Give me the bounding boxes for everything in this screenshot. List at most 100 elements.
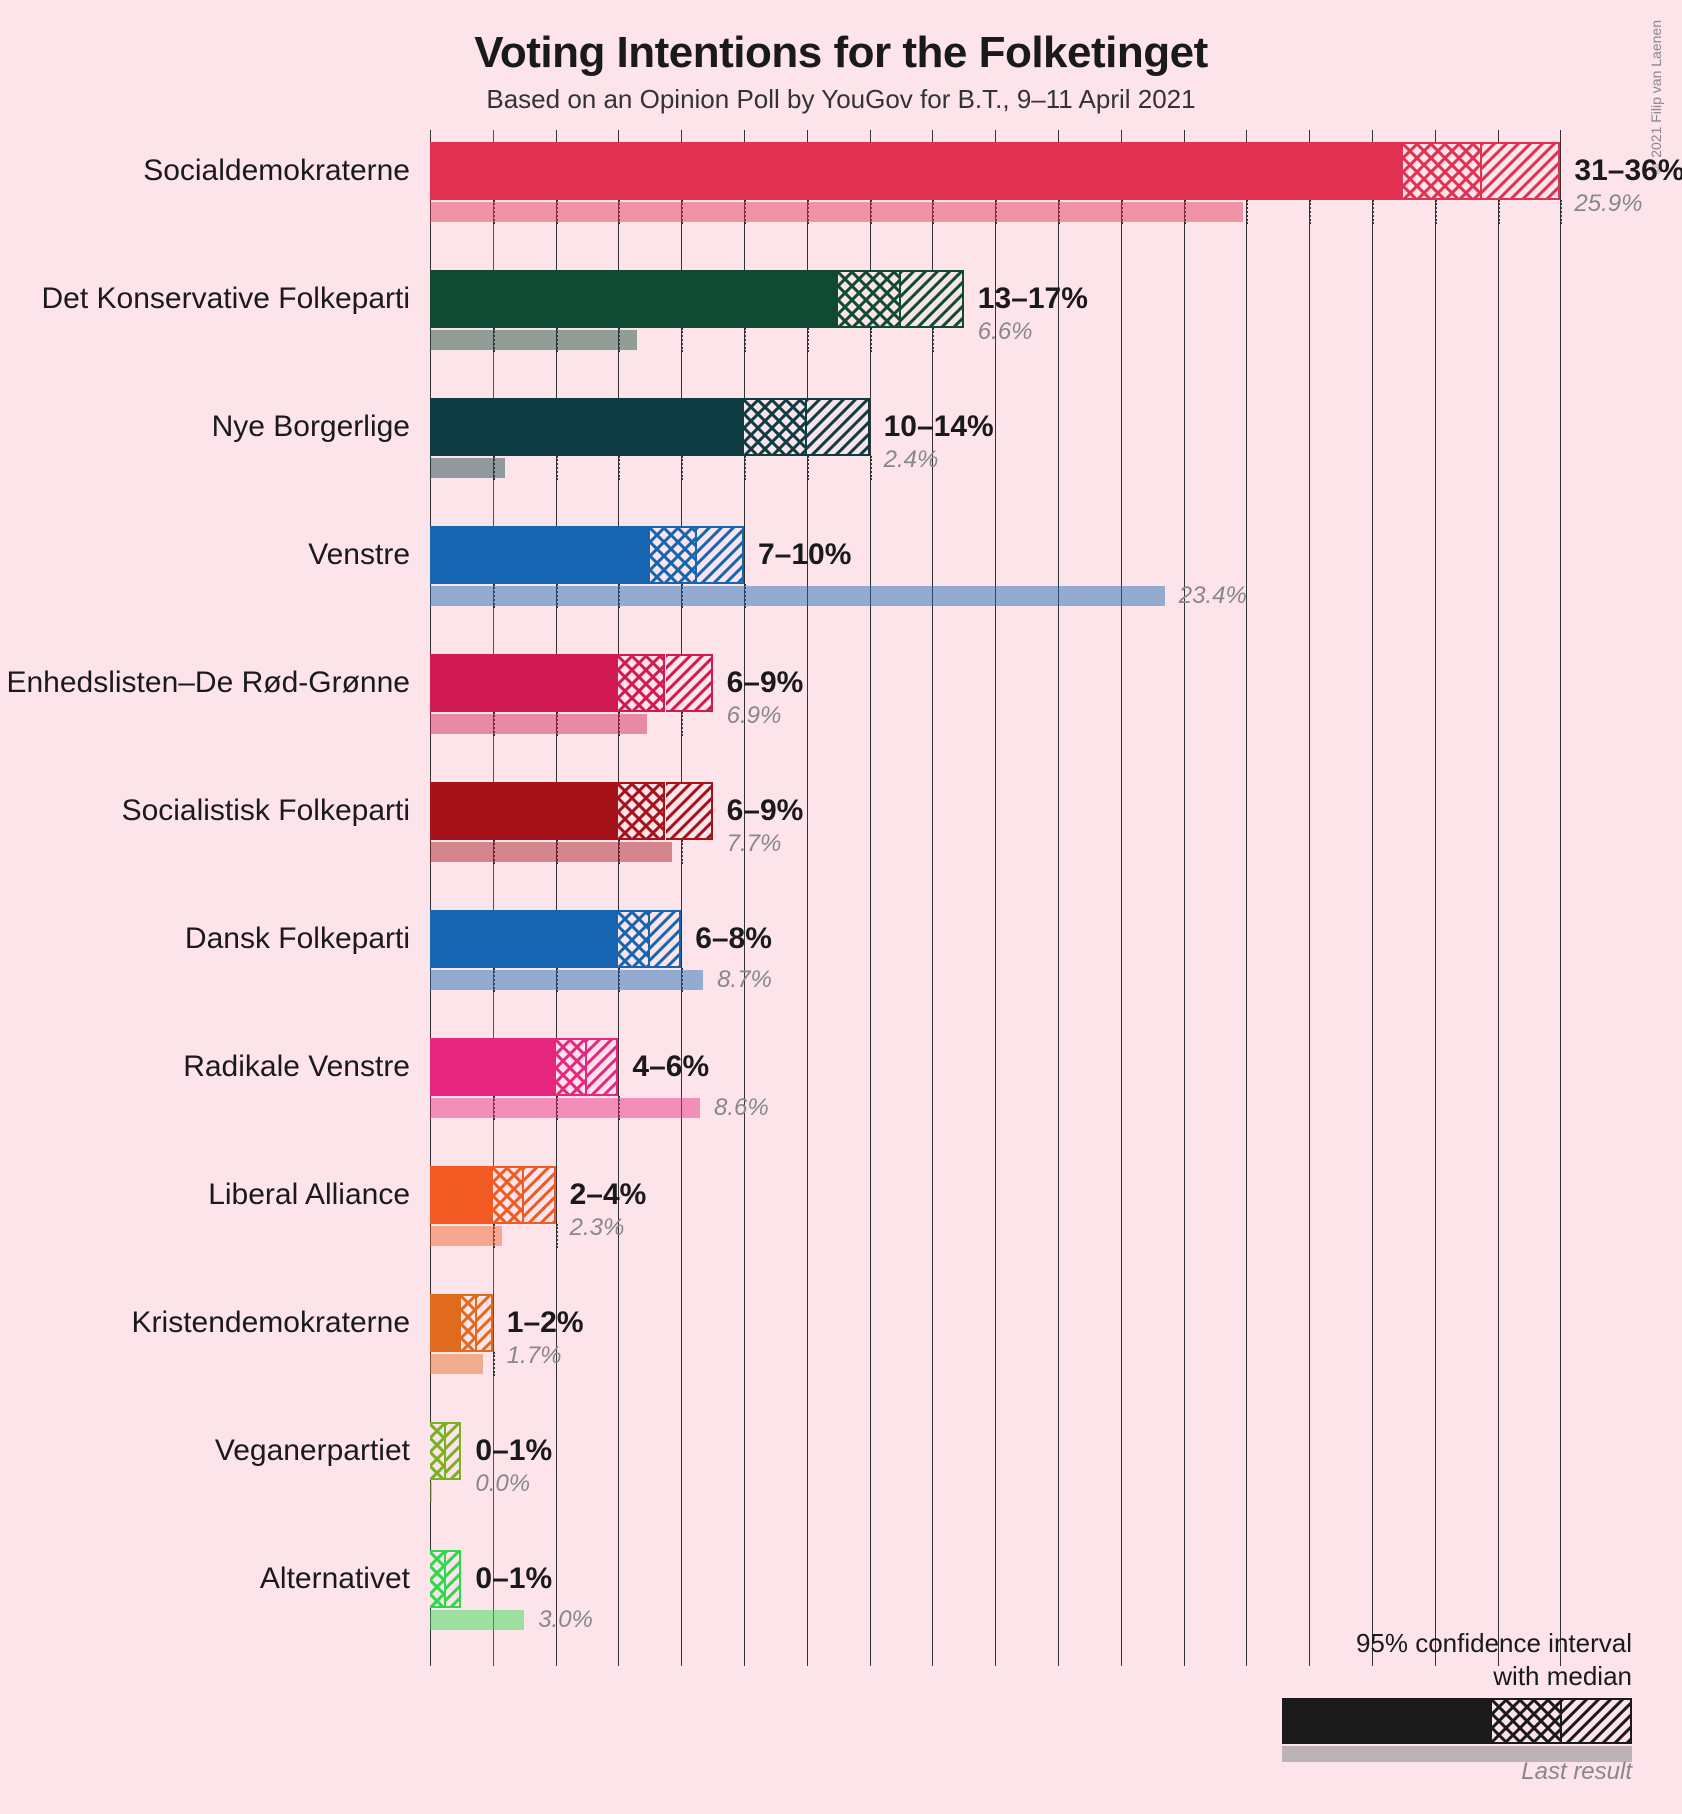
last-result-label: 2.4% [884, 446, 939, 474]
party-row: Det Konservative Folkeparti 13–17%6.6% [0, 258, 1682, 386]
last-result-bar [430, 1610, 524, 1630]
ci-bar-solid [430, 654, 618, 712]
range-label: 10–14% [884, 410, 994, 444]
last-result-label: 6.9% [727, 702, 782, 730]
tick-dotted [744, 456, 746, 480]
party-label: Nye Borgerlige [0, 410, 410, 444]
party-label: Liberal Alliance [0, 1178, 410, 1212]
page-subtitle: Based on an Opinion Poll by YouGov for B… [0, 84, 1682, 115]
ci-bar-crosshatch [430, 1422, 446, 1480]
ci-bar-crosshatch [1403, 142, 1482, 200]
tick-dotted [1498, 200, 1500, 224]
ci-bar-diagonal [1482, 142, 1561, 200]
ci-bar-diagonal [650, 910, 681, 968]
ci-bar-diagonal [446, 1422, 462, 1480]
last-result-label: 25.9% [1574, 190, 1642, 218]
tick-dotted [618, 456, 620, 480]
range-label: 2–4% [570, 1178, 647, 1212]
tick-dotted [1372, 200, 1374, 224]
last-result-bar [430, 1482, 432, 1502]
party-label: Venstre [0, 538, 410, 572]
tick-dotted [681, 328, 683, 352]
party-label: Veganerpartiet [0, 1434, 410, 1468]
ci-bar-crosshatch [461, 1294, 477, 1352]
ci-bar-crosshatch [650, 526, 697, 584]
last-result-bar [430, 842, 672, 862]
ci-bar-diagonal [477, 1294, 493, 1352]
legend-diagonal [1562, 1698, 1632, 1744]
range-label: 7–10% [758, 538, 851, 572]
tick-dotted [681, 456, 683, 480]
tick-dotted [807, 328, 809, 352]
tick-dotted [556, 1224, 558, 1248]
ci-bar-solid [430, 1166, 493, 1224]
ci-bar-crosshatch [838, 270, 901, 328]
legend-ci-text: 95% confidence intervalwith median [1252, 1627, 1632, 1692]
ci-bar-solid [430, 270, 838, 328]
legend: 95% confidence intervalwith median Last … [1252, 1627, 1632, 1774]
party-row: Venstre 7–10% 23.4% [0, 514, 1682, 642]
ci-bar-crosshatch [618, 910, 649, 968]
ci-bar-crosshatch [493, 1166, 524, 1224]
ci-bar-solid [430, 1294, 461, 1352]
tick-dotted [493, 1352, 495, 1376]
tick-dotted [681, 712, 683, 736]
page-title: Voting Intentions for the Folketinget [0, 0, 1682, 78]
ci-bar-crosshatch [744, 398, 807, 456]
tick-dotted [870, 328, 872, 352]
last-result-bar [430, 1226, 502, 1246]
range-label: 31–36% [1574, 154, 1682, 188]
last-result-label: 8.6% [714, 1094, 769, 1122]
last-result-bar [430, 330, 637, 350]
tick-dotted [1560, 200, 1562, 224]
party-row: Radikale Venstre 4–6%8.6% [0, 1026, 1682, 1154]
last-result-label: 6.6% [978, 318, 1033, 346]
last-result-bar [430, 586, 1165, 606]
range-label: 0–1% [475, 1434, 552, 1468]
party-label: Det Konservative Folkeparti [0, 282, 410, 316]
ci-bar-solid [430, 526, 650, 584]
ci-bar-crosshatch [556, 1038, 587, 1096]
ci-bar-diagonal [446, 1550, 462, 1608]
last-result-bar [430, 202, 1243, 222]
range-label: 13–17% [978, 282, 1088, 316]
ci-bar-diagonal [666, 654, 713, 712]
tick-dotted [1435, 200, 1437, 224]
party-label: Radikale Venstre [0, 1050, 410, 1084]
last-result-label: 7.7% [727, 830, 782, 858]
ci-bar-solid [430, 782, 618, 840]
last-result-label: 1.7% [507, 1342, 562, 1370]
range-label: 6–9% [727, 794, 804, 828]
last-result-label: 0.0% [475, 1470, 530, 1498]
tick-dotted [807, 456, 809, 480]
party-row: Kristendemokraterne 1–2%1.7% [0, 1282, 1682, 1410]
last-result-bar [430, 458, 505, 478]
ci-bar-crosshatch [618, 654, 665, 712]
ci-bar-diagonal [524, 1166, 555, 1224]
ci-bar-crosshatch [430, 1550, 446, 1608]
tick-dotted [744, 328, 746, 352]
last-result-bar [430, 970, 703, 990]
legend-bars: Last result [1252, 1698, 1632, 1774]
tick-dotted [932, 328, 934, 352]
tick-dotted [556, 456, 558, 480]
party-label: Alternativet [0, 1562, 410, 1596]
last-result-bar [430, 714, 647, 734]
legend-crosshatch [1492, 1698, 1562, 1744]
last-result-label: 3.0% [538, 1606, 593, 1634]
last-result-label: 8.7% [717, 966, 772, 994]
range-label: 4–6% [632, 1050, 709, 1084]
party-label: Enhedslisten–De Rød-Grønne [0, 666, 410, 700]
party-row: Veganerpartiet 0–1%0.0% [0, 1410, 1682, 1538]
party-row: Enhedslisten–De Rød-Grønne6–9%6.9% [0, 642, 1682, 770]
tick-dotted [870, 456, 872, 480]
range-label: 0–1% [475, 1562, 552, 1596]
party-label: Kristendemokraterne [0, 1306, 410, 1340]
ci-bar-crosshatch [618, 782, 665, 840]
party-row: Nye Borgerlige 10–14%2.4% [0, 386, 1682, 514]
party-label: Dansk Folkeparti [0, 922, 410, 956]
ci-bar-diagonal [807, 398, 870, 456]
range-label: 1–2% [507, 1306, 584, 1340]
ci-bar-solid [430, 398, 744, 456]
last-result-label: 23.4% [1179, 582, 1247, 610]
